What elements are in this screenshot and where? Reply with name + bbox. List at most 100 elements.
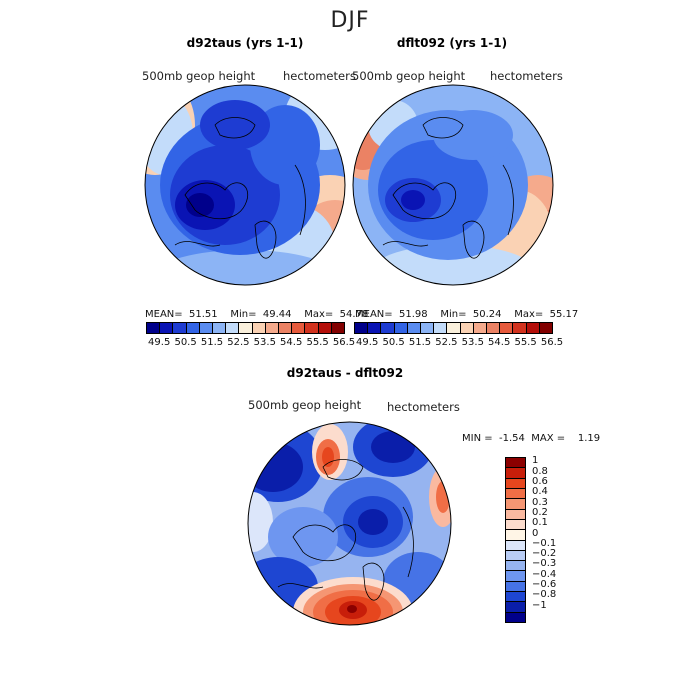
diff-max-label: MAX = xyxy=(531,433,566,444)
colorbar-diff-label: 0.2 xyxy=(532,506,548,518)
colorbar-swatch xyxy=(146,322,161,334)
panel-1-map xyxy=(144,84,346,286)
colorbar-tick-label: 50.5 xyxy=(382,337,405,348)
colorbar-swatch xyxy=(317,322,332,334)
panel-2-mean-label: MEAN= xyxy=(355,309,393,320)
panel-2-max-label: Max= xyxy=(514,309,544,320)
panel-1-max-label: Max= xyxy=(304,309,334,320)
colorbar-diff-label: 0.1 xyxy=(532,517,548,529)
colorbar-swatch xyxy=(225,322,240,334)
colorbar-swatch xyxy=(393,322,408,334)
colorbar-diff-label: −0.2 xyxy=(532,548,557,560)
colorbar-diff-label: 0.3 xyxy=(532,496,548,508)
diff-panel-stats: MIN = -1.54 MAX = 1.19 xyxy=(462,433,600,444)
colorbar-swatch xyxy=(512,322,527,334)
panel-2-units-label: hectometers xyxy=(490,69,563,83)
panel-1-min-label: Min= xyxy=(230,309,257,320)
colorbar-diff-label: −0.3 xyxy=(532,558,557,570)
colorbar-swatch xyxy=(354,322,369,334)
panel-1-mean-label: MEAN= xyxy=(145,309,183,320)
colorbar-tick-label: 56.5 xyxy=(540,337,564,348)
colorbar-diff-label: 0.6 xyxy=(532,475,548,487)
colorbar-diff-label: −1 xyxy=(532,599,547,611)
diff-min-value: -1.54 xyxy=(498,433,525,444)
colorbar-swatch xyxy=(486,322,501,334)
colorbar-swatch xyxy=(172,322,187,334)
colorbar-diff-label: −0.1 xyxy=(532,537,557,549)
colorbar-tick-label: 53.5 xyxy=(461,337,484,348)
panel-2-map xyxy=(352,84,554,286)
colorbar-tick-label: 56.5 xyxy=(332,337,356,348)
colorbar-top-left xyxy=(146,322,345,334)
colorbar-top-left-ticks: 49.5 50.5 51.5 52.5 53.5 54.5 55.5 56.5 xyxy=(146,335,355,349)
colorbar-swatch xyxy=(291,322,306,334)
colorbar-swatch xyxy=(264,322,279,334)
colorbar-swatch xyxy=(185,322,200,334)
colorbar-top-right-ticks: 49.5 50.5 51.5 52.5 53.5 54.5 55.5 56.5 xyxy=(354,335,563,349)
colorbar-top-right xyxy=(354,322,553,334)
colorbar-swatch xyxy=(367,322,382,334)
colorbar-swatch xyxy=(198,322,213,334)
colorbar-swatch xyxy=(212,322,227,334)
colorbar-tick-label: 55.5 xyxy=(514,337,537,348)
panel-1-mean-value: 51.51 xyxy=(189,309,218,320)
colorbar-swatch xyxy=(420,322,435,334)
diff-min-label: MIN = xyxy=(462,433,493,444)
diff-panel-units-label: hectometers xyxy=(387,400,460,414)
colorbar-tick-label: 49.5 xyxy=(148,337,171,348)
panel-2-min-label: Min= xyxy=(440,309,467,320)
colorbar-diff-labels: 1 0.8 0.6 0.4 0.3 0.2 0.1 0 −0.1 −0.2 −0.3 −0.4 −0.6… xyxy=(532,455,572,622)
colorbar-diff-label: 0 xyxy=(532,527,539,539)
colorbar-diff-swatch xyxy=(505,611,526,623)
colorbar-tick-label: 54.5 xyxy=(488,337,511,348)
colorbar-tick-label: 52.5 xyxy=(435,337,458,348)
colorbar-tick-label: 55.5 xyxy=(306,337,329,348)
colorbar-diff-label: −0.4 xyxy=(532,568,557,580)
colorbar-swatch xyxy=(251,322,266,334)
colorbar-tick-label: 52.5 xyxy=(227,337,250,348)
colorbar-swatch xyxy=(472,322,487,334)
colorbar-tick-label: 50.5 xyxy=(174,337,197,348)
figure-title: DJF xyxy=(330,8,370,33)
diff-panel-title: d92taus - dflt092 xyxy=(286,366,404,380)
diff-panel-variable-label: 500mb geop height xyxy=(248,398,362,412)
colorbar-swatch xyxy=(446,322,461,334)
colorbar-swatch xyxy=(525,322,540,334)
colorbar-diff-label: 0.8 xyxy=(532,465,548,477)
panel-1-units-label: hectometers xyxy=(283,69,356,83)
colorbar-tick-label: 53.5 xyxy=(253,337,276,348)
colorbar-swatch xyxy=(278,322,293,334)
colorbar-swatch xyxy=(330,322,345,334)
colorbar-tick-label: 51.5 xyxy=(408,337,432,348)
panel-2-max-value: 55.17 xyxy=(549,309,579,320)
colorbar-swatch xyxy=(304,322,319,334)
panel-1-min-value: 49.44 xyxy=(262,309,292,320)
colorbar-diff xyxy=(505,457,526,623)
panel-2-title: dflt092 (yrs 1-1) xyxy=(396,36,508,50)
colorbar-swatch xyxy=(433,322,448,334)
colorbar-swatch xyxy=(538,322,553,334)
colorbar-swatch xyxy=(380,322,395,334)
panel-2-variable-label: 500mb geop height xyxy=(352,69,466,83)
colorbar-swatch xyxy=(159,322,174,334)
colorbar-tick-label: 51.5 xyxy=(200,337,224,348)
panel-2-min-value: 50.24 xyxy=(472,309,502,320)
panel-1-max-value: 54.78 xyxy=(339,309,369,320)
colorbar-diff-label: −0.6 xyxy=(532,579,557,591)
colorbar-swatch xyxy=(406,322,421,334)
panel-1-variable-label: 500mb geop height xyxy=(142,69,256,83)
colorbar-tick-label: 54.5 xyxy=(280,337,303,348)
diff-panel-map xyxy=(247,421,452,626)
panel-2-stats: MEAN= 51.98 Min= 50.24 Max= 55.17 xyxy=(355,309,578,320)
colorbar-diff-label: −0.8 xyxy=(532,589,557,601)
colorbar-swatch xyxy=(499,322,514,334)
panel-1-title: d92taus (yrs 1-1) xyxy=(186,36,304,50)
panel-2-mean-value: 51.98 xyxy=(399,309,428,320)
colorbar-tick-label: 49.5 xyxy=(356,337,379,348)
colorbar-diff-label: 1 xyxy=(532,455,539,467)
colorbar-swatch xyxy=(238,322,253,334)
colorbar-swatch xyxy=(459,322,474,334)
panel-1-stats: MEAN= 51.51 Min= 49.44 Max= 54.78 xyxy=(145,309,368,320)
diff-max-value: 1.19 xyxy=(577,433,601,444)
colorbar-diff-label: 0.4 xyxy=(532,486,548,498)
